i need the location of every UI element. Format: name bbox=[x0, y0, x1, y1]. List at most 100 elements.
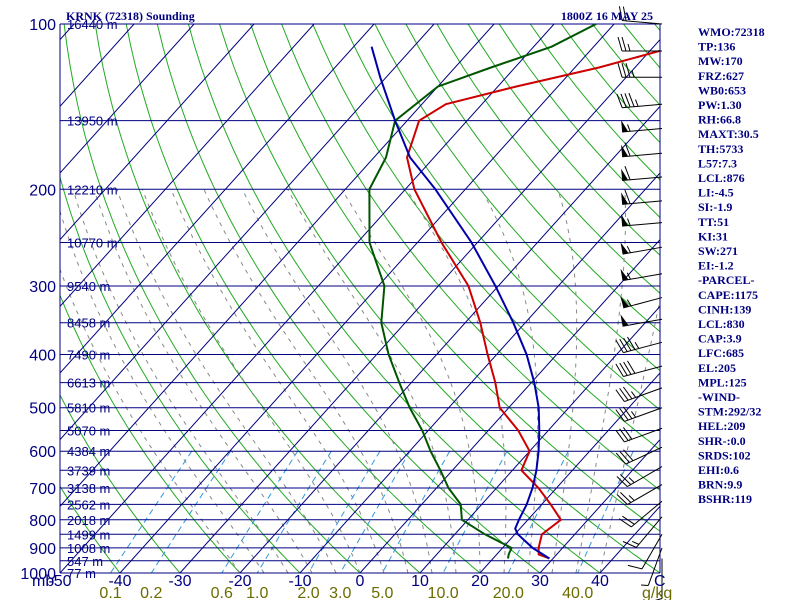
dry-adiabat bbox=[156, 24, 541, 573]
wind-barb bbox=[619, 500, 663, 528]
wind-barb bbox=[617, 36, 662, 52]
wind-barb-pennant bbox=[621, 144, 629, 157]
wind-barb-half-flag bbox=[635, 99, 639, 107]
isotherm-line bbox=[60, 24, 435, 441]
wind-barb bbox=[620, 314, 663, 327]
mixing-ratio-unit: g/kg bbox=[642, 585, 672, 600]
wind-barb-half-flag bbox=[628, 477, 635, 483]
moist-adiabat bbox=[575, 189, 626, 573]
wind-barb-staff bbox=[622, 200, 663, 205]
wind-barb bbox=[615, 360, 663, 377]
wind-barb bbox=[616, 484, 663, 505]
index-line: FRZ:627 bbox=[698, 69, 744, 83]
mixing-ratio-label: 0.1 bbox=[99, 585, 121, 600]
wind-barb-staff bbox=[622, 127, 663, 133]
pressure-tick-label: 700 bbox=[29, 481, 56, 498]
height-label: 1008 m bbox=[67, 541, 110, 556]
dry-adiabat bbox=[219, 24, 660, 573]
pressure-tick-label: 400 bbox=[29, 348, 56, 365]
wind-barb-flag bbox=[619, 451, 630, 463]
wind-barb-half-flag bbox=[631, 70, 635, 78]
temperature-tick-label: 20 bbox=[471, 573, 489, 590]
wind-barb bbox=[622, 516, 663, 548]
wind-barb bbox=[620, 296, 663, 309]
wind-barb-flag bbox=[616, 476, 628, 487]
temperature-tick-labels: -50 -40 -30 -20 -10 0 10 20 30 40 bbox=[48, 573, 609, 590]
moist-adiabat bbox=[287, 189, 457, 573]
wind-barb-staff bbox=[622, 152, 663, 158]
wind-barb-half-flag bbox=[627, 43, 631, 52]
index-line: SRDS:102 bbox=[698, 448, 751, 462]
wind-barb-flag bbox=[619, 388, 629, 401]
index-line: MPL:125 bbox=[698, 375, 747, 389]
chart-title: KRNK (72318) Sounding bbox=[66, 9, 195, 23]
wind-barb-flag bbox=[624, 142, 631, 157]
temperature-tick-label: -10 bbox=[288, 573, 311, 590]
index-line: TH:5733 bbox=[698, 142, 743, 156]
wind-barb bbox=[621, 189, 663, 205]
isotherm-line bbox=[419, 305, 660, 573]
wind-barb-pennant bbox=[620, 268, 629, 281]
wind-barb-flag bbox=[615, 452, 627, 465]
index-line: KI:31 bbox=[698, 229, 728, 243]
height-label: 10770 m bbox=[67, 235, 118, 250]
mixing-ratio-label: 10.0 bbox=[428, 585, 459, 600]
wind-barb-staff bbox=[625, 446, 663, 465]
height-label: 3739 m bbox=[67, 463, 110, 478]
wind-barb-flag bbox=[615, 363, 624, 377]
pressure-tick-label: 300 bbox=[29, 279, 56, 296]
wind-barb-half-flag bbox=[641, 584, 649, 586]
wind-barb-pennant bbox=[621, 120, 629, 132]
isotherm-line bbox=[60, 24, 195, 174]
wind-barb-flag bbox=[619, 338, 628, 352]
wind-barb bbox=[615, 386, 663, 403]
wind-barb-flag bbox=[619, 518, 632, 528]
wind-barb-staff bbox=[647, 547, 663, 586]
wind-barb-staff bbox=[627, 484, 663, 505]
isotherm-line bbox=[60, 24, 555, 573]
isotherm-line bbox=[60, 24, 375, 374]
mixing-ratio-line bbox=[110, 450, 193, 573]
pressure-tick-label: 500 bbox=[29, 401, 56, 418]
index-line: LCL:876 bbox=[698, 171, 745, 185]
wind-barb-staff bbox=[627, 466, 663, 488]
mixing-ratio-line bbox=[308, 450, 381, 573]
index-line: SI:-1.9 bbox=[698, 200, 732, 214]
height-label: 2562 m bbox=[67, 497, 110, 512]
wind-barb bbox=[641, 547, 663, 586]
temperature-tick-label: -20 bbox=[228, 573, 251, 590]
wind-barb-flag bbox=[621, 63, 627, 78]
index-line: BSHR:119 bbox=[698, 492, 752, 506]
temperature-tick-label: 10 bbox=[411, 573, 429, 590]
wind-barb-half-flag bbox=[627, 124, 631, 132]
isotherm-line bbox=[239, 105, 660, 573]
isotherm-line bbox=[299, 172, 660, 573]
wind-barb-flag bbox=[624, 166, 631, 181]
mixing-ratio-line bbox=[381, 450, 451, 573]
index-line: SW:271 bbox=[698, 244, 738, 258]
mixing-ratio-labels: 0.1 0.2 0.6 1.0 2.0 3.0 5.0 10.0 20.0 40.0 bbox=[99, 585, 593, 600]
wind-barb-half-flag bbox=[634, 342, 640, 349]
wind-barb-flag bbox=[618, 6, 623, 21]
height-label: 547 m bbox=[67, 554, 103, 569]
wind-barb-flag bbox=[622, 515, 635, 525]
isotherm-line bbox=[60, 24, 255, 241]
wind-barb-pennant bbox=[620, 314, 629, 327]
wind-barb-flag bbox=[619, 407, 629, 421]
height-label: 2018 m bbox=[67, 513, 110, 528]
height-label: 6613 m bbox=[67, 376, 110, 391]
moist-adiabat bbox=[551, 189, 578, 573]
wind-barb-staff bbox=[623, 365, 663, 377]
sounding-indices: WMO:72318TP:136MW:170FRZ:627WB0:653PW:1.… bbox=[698, 25, 765, 506]
wind-barb bbox=[616, 92, 663, 109]
dry-adiabat bbox=[529, 24, 660, 181]
moist-adiabat bbox=[480, 189, 539, 573]
mixing-ratio-label: 40.0 bbox=[562, 585, 593, 600]
moist-adiabat bbox=[406, 189, 507, 573]
height-label: 5070 m bbox=[67, 423, 110, 438]
wind-barb-pennant bbox=[620, 242, 629, 255]
pressure-tick-label: 1000 bbox=[20, 566, 56, 583]
wind-barb bbox=[618, 6, 663, 25]
isotherm-line bbox=[0, 24, 14, 573]
